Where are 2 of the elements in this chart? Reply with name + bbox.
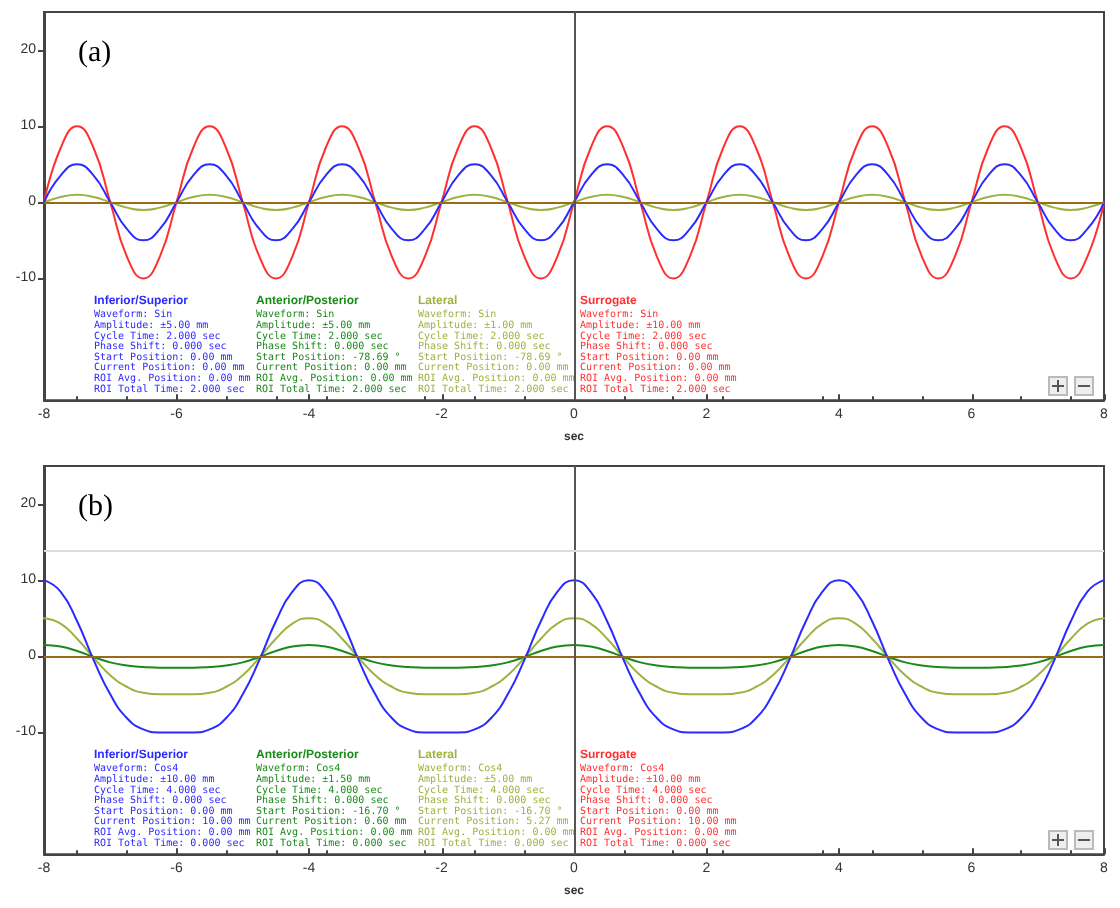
text: (a): [78, 37, 112, 69]
text: (b): [78, 491, 113, 523]
